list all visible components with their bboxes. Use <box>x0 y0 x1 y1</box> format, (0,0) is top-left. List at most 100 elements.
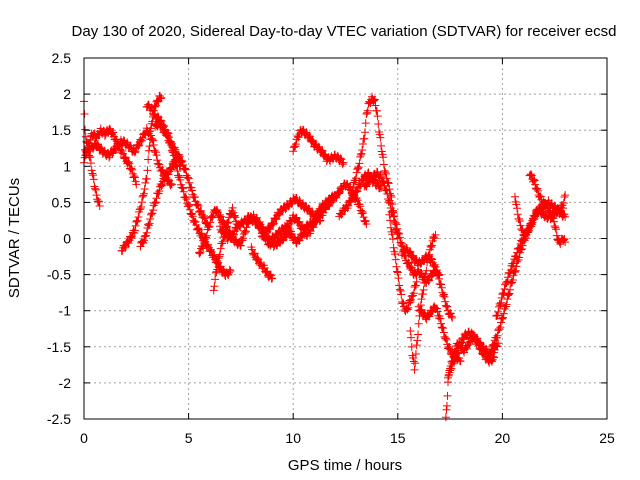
data-point <box>443 391 452 400</box>
series-trace-p <box>289 125 348 169</box>
data-point <box>493 331 502 340</box>
data-point <box>414 330 423 339</box>
data-point <box>412 341 421 350</box>
data-point <box>369 96 378 105</box>
data-point <box>155 187 164 196</box>
data-point <box>499 289 508 298</box>
data-point <box>388 235 397 244</box>
data-point <box>116 148 125 157</box>
data-point <box>348 187 357 196</box>
data-point <box>455 339 464 348</box>
data-point <box>119 136 128 145</box>
data-point <box>418 290 427 299</box>
data-point <box>132 217 141 226</box>
data-point <box>521 232 530 241</box>
data-point <box>272 214 281 223</box>
data-point <box>211 268 220 277</box>
series-trace-u <box>385 210 421 316</box>
data-point <box>131 221 140 230</box>
data-point <box>280 229 289 238</box>
data-point <box>393 224 402 233</box>
data-point <box>501 302 510 311</box>
data-point <box>444 370 453 379</box>
data-point <box>281 227 290 236</box>
data-point <box>551 223 560 232</box>
y-tick-label: 2 <box>63 86 71 102</box>
data-point <box>450 355 459 364</box>
data-point <box>352 168 361 177</box>
data-point <box>397 290 406 299</box>
data-point <box>478 350 487 359</box>
data-point <box>266 270 275 279</box>
data-point <box>486 350 495 359</box>
data-point <box>395 285 404 294</box>
data-point <box>189 216 198 225</box>
data-point <box>433 269 442 278</box>
data-point <box>363 106 372 115</box>
data-point <box>156 94 165 103</box>
data-point <box>181 165 190 174</box>
data-point <box>503 277 512 286</box>
data-point <box>545 207 554 216</box>
data-point <box>559 236 568 245</box>
data-point <box>128 165 137 174</box>
data-point <box>434 270 443 279</box>
data-point <box>379 177 388 186</box>
y-tick-label: -0.5 <box>47 267 71 283</box>
data-point <box>131 147 140 156</box>
data-point <box>127 164 136 173</box>
series-trace-ab <box>492 191 570 320</box>
data-point <box>561 238 570 247</box>
series-trace-ad <box>525 170 570 249</box>
data-point <box>105 153 114 162</box>
data-point <box>542 200 551 209</box>
data-point <box>301 128 310 137</box>
data-point <box>377 141 386 150</box>
data-point <box>176 162 185 171</box>
data-point <box>184 200 193 209</box>
data-point <box>419 285 428 294</box>
data-point <box>497 293 506 302</box>
data-point <box>473 337 482 346</box>
series-trace-w <box>397 243 457 322</box>
data-point <box>528 218 537 227</box>
data-point <box>503 295 512 304</box>
data-point <box>424 276 433 285</box>
data-point <box>123 237 132 246</box>
data-point <box>291 140 300 149</box>
data-point <box>379 153 388 162</box>
data-point <box>211 207 220 216</box>
data-point <box>275 238 284 247</box>
data-point <box>377 172 386 181</box>
data-point <box>526 170 535 179</box>
data-point <box>423 310 432 319</box>
data-point <box>476 343 485 352</box>
data-point <box>471 334 480 343</box>
data-point <box>386 199 395 208</box>
data-point <box>353 196 362 205</box>
data-point <box>453 348 462 357</box>
data-point <box>309 223 318 232</box>
data-point <box>174 158 183 167</box>
data-point <box>495 299 504 308</box>
data-point <box>151 101 160 110</box>
data-point <box>525 223 534 232</box>
data-point <box>384 198 393 207</box>
data-point <box>151 198 160 207</box>
data-point <box>354 184 363 193</box>
data-point <box>529 175 538 184</box>
data-point <box>497 298 506 307</box>
data-point <box>383 190 392 199</box>
data-point <box>138 192 147 201</box>
data-point <box>215 210 224 219</box>
data-point <box>179 187 188 196</box>
data-point <box>197 229 206 238</box>
data-point <box>204 223 213 232</box>
data-point <box>511 266 520 275</box>
data-point <box>434 314 443 323</box>
data-point <box>142 228 151 237</box>
data-point <box>258 231 267 240</box>
data-point <box>442 401 451 410</box>
data-point <box>407 295 416 304</box>
data-point <box>185 178 194 187</box>
